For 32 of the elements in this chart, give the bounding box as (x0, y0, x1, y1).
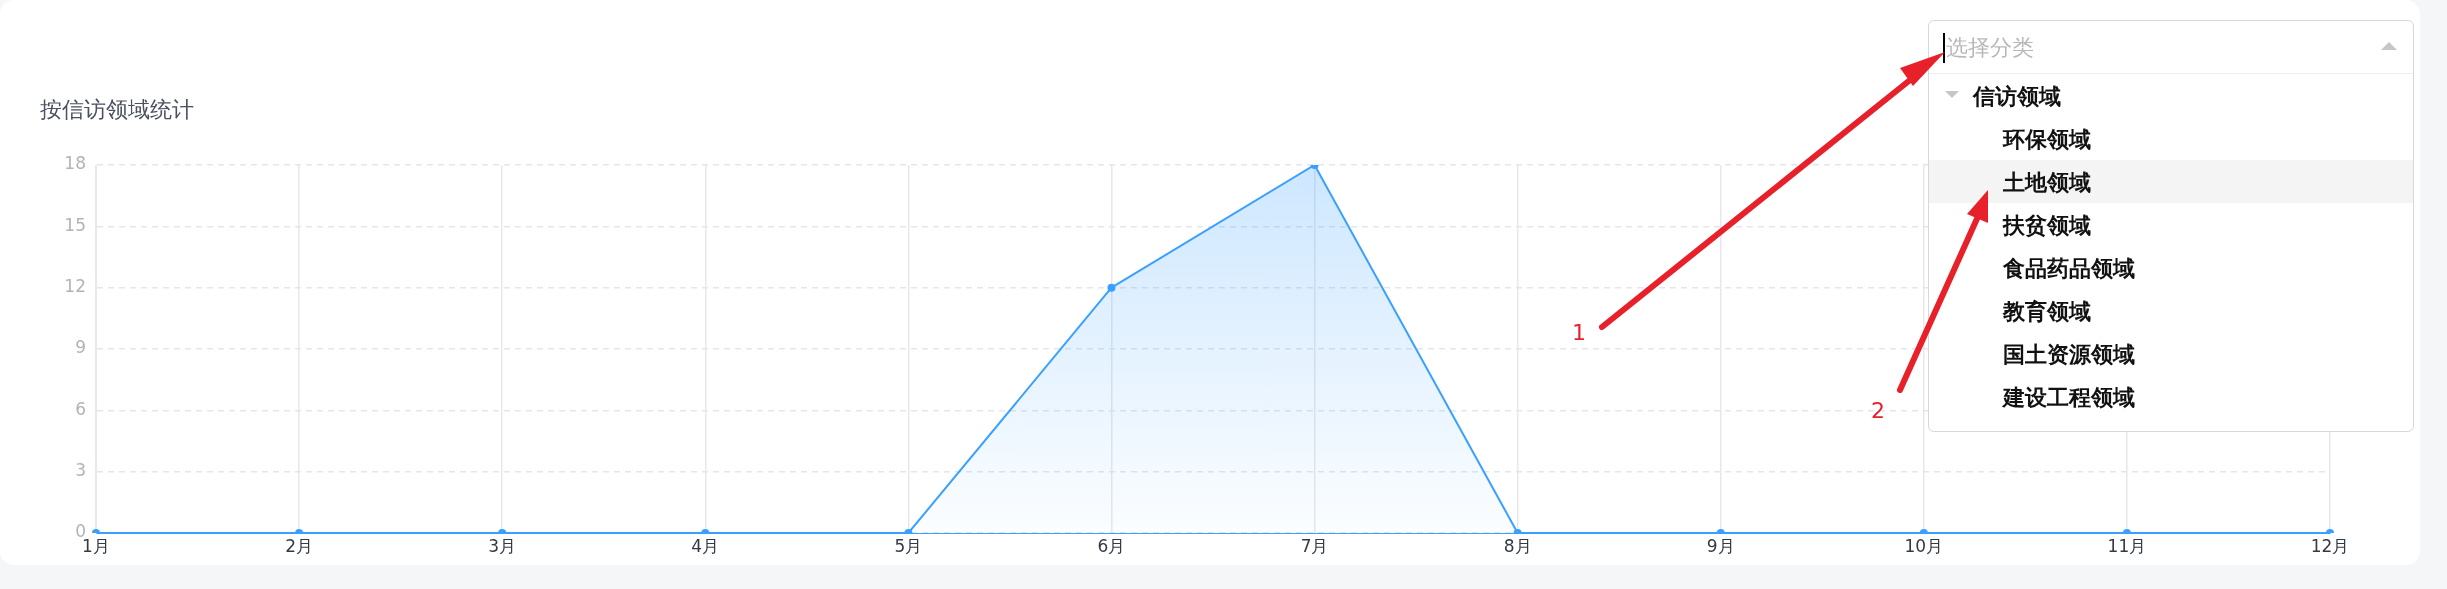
menu-option: 教育领域 (1929, 289, 2413, 332)
annotation: 土地领域 (2003, 169, 2091, 197)
menu-option: 国土资源领域 (1929, 332, 2413, 375)
x-tick-label: 1月 (82, 535, 110, 556)
y-tick-label: 3 (75, 460, 86, 481)
x-tick-label: 6月 (1097, 535, 1126, 556)
annotation: 1 (1572, 320, 1586, 345)
y-tick-label: 12 (64, 276, 86, 297)
y-tick-label: 15 (64, 214, 86, 235)
text: 信访领域 (1973, 84, 2061, 109)
chart-title: 按信访领域统计 (40, 96, 194, 124)
menu-option: 环保领域 (1929, 117, 2413, 160)
x-tick-label: 11月 (2107, 535, 2147, 556)
menu-option: 扶贫领域 (1929, 203, 2413, 246)
annotation: 2 (1871, 398, 1885, 423)
x-tick-label: 3月 (488, 535, 517, 556)
menu-option: 食品药品领域 (1929, 246, 2413, 289)
x-tick-label: 8月 (1503, 535, 1532, 556)
y-tick-label: 18 (64, 153, 86, 174)
x-tick-label: 12月 (2310, 535, 2350, 556)
x-tick-label: 10月 (1904, 535, 1944, 556)
y-tick-label: 9 (75, 337, 86, 358)
x-tick-label: 7月 (1300, 535, 1329, 556)
x-tick-label: 9月 (1706, 535, 1735, 556)
text: 选择分类 (1946, 35, 2034, 60)
y-tick-label: 6 (75, 398, 86, 419)
x-tick-label: 5月 (894, 535, 923, 556)
x-tick-label: 4月 (691, 535, 720, 556)
hovered-option: 土地领域 (1929, 160, 2413, 203)
x-tick-label: 2月 (285, 535, 313, 556)
menu-option: 建设工程领域 (1929, 375, 2413, 418)
point (1107, 283, 1116, 292)
